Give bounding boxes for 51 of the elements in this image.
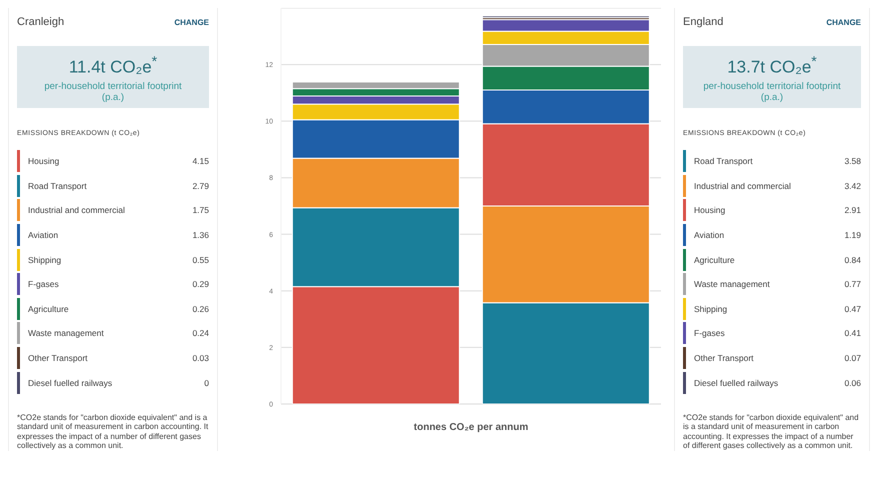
category-label: Diesel fuelled railways <box>694 378 780 388</box>
category-label: Agriculture <box>28 304 70 314</box>
category-label: Agriculture <box>694 254 736 265</box>
data-label: 1.75 <box>192 205 209 216</box>
category-label: Industrial and commercial <box>694 180 792 191</box>
category-label: F-gases <box>694 328 726 338</box>
data-label: 0.07 <box>844 353 861 364</box>
data-label: 0.47 <box>844 304 861 314</box>
data-label: 0.24 <box>192 328 209 338</box>
category-label: Housing <box>28 156 60 166</box>
text: Cranleigh <box>17 16 64 28</box>
category-label: Waste management <box>694 279 771 290</box>
category-label: Shipping <box>28 254 62 265</box>
data-label: 0.55 <box>192 254 209 265</box>
category-label: Shipping <box>694 304 728 314</box>
data-label: 2.91 <box>844 205 861 216</box>
category-label: Other Transport <box>28 353 89 364</box>
text: per-household territorial footprint (p.a.) <box>43 80 183 103</box>
category-label: Other Transport <box>694 353 755 364</box>
data-label: 2.79 <box>192 180 209 191</box>
text: 13.7t CO₂e$^{*}$ <box>726 54 818 78</box>
data-label: 0.41 <box>844 328 861 338</box>
data-label: 0.26 <box>192 304 209 314</box>
x-axis-title: tonnes CO₂e per annum <box>414 422 528 433</box>
category-label: Road Transport <box>28 180 88 191</box>
data-label: 0.29 <box>192 279 209 290</box>
text: 11.4t CO₂e$^{*}$ <box>68 54 158 78</box>
category-label: Aviation <box>28 230 60 240</box>
text: CHANGE <box>174 18 209 27</box>
category-label: Aviation <box>694 230 726 240</box>
category-label: Industrial and commercial <box>28 205 126 216</box>
text: England <box>683 16 724 28</box>
category-label: Housing <box>694 205 726 216</box>
data-label: 1.36 <box>192 230 209 240</box>
data-label: 1.19 <box>844 230 861 240</box>
category-label: Waste management <box>28 328 105 338</box>
data-label: 0.03 <box>192 353 209 364</box>
text: CHANGE <box>826 18 861 27</box>
data-label: 0 <box>204 378 209 388</box>
text: *CO2e stands for "carbon dioxide equivalent" and is a standard unit of measurement in carbon accounting. It expresses the impact of a number of different gases collectively as a common unit. <box>17 412 209 451</box>
data-label: 0.77 <box>844 279 861 290</box>
data-label: 0.84 <box>844 254 861 265</box>
data-label: 3.58 <box>844 156 861 166</box>
text: per-household territorial footprint (p.a.) <box>702 80 842 103</box>
data-label: 3.42 <box>844 180 861 191</box>
category-label: Road Transport <box>694 156 754 166</box>
category-label: F-gases <box>28 279 60 290</box>
category-label: Diesel fuelled railways <box>28 378 114 388</box>
data-label: 4.15 <box>192 156 209 166</box>
text: *CO2e stands for "carbon dioxide equivalent" and is a standard unit of measurement in carbon accounting. It expresses the impact of a number of different gases collectively as a common unit. <box>683 412 860 451</box>
data-label: 0.06 <box>844 378 861 388</box>
